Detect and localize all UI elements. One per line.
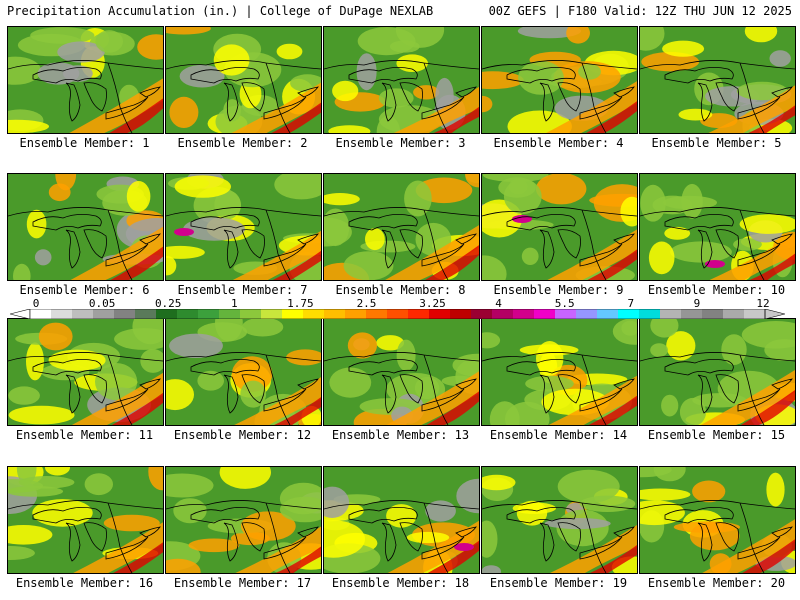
ensemble-map-12 xyxy=(165,318,322,426)
colorbar-swatch xyxy=(198,309,220,319)
ensemble-map-15 xyxy=(639,318,796,426)
colorbar-swatch xyxy=(534,309,556,319)
ensemble-map-7 xyxy=(165,173,322,281)
ensemble-map-17 xyxy=(165,466,322,574)
colorbar-swatch xyxy=(555,309,577,319)
colorbar-swatch xyxy=(576,309,598,319)
colorbar-max-arrow xyxy=(764,309,785,319)
colorbar-swatch xyxy=(429,309,451,319)
ensemble-member-label: Ensemble Member: 11 xyxy=(15,428,154,442)
colorbar-swatch xyxy=(450,309,472,319)
colorbar-tick-label: 3.25 xyxy=(419,297,446,310)
colorbar-swatch xyxy=(30,309,52,319)
ensemble-map-20 xyxy=(639,466,796,574)
ensemble-member-label: Ensemble Member: 6 xyxy=(19,283,150,297)
colorbar-swatch xyxy=(240,309,262,319)
ensemble-member-label: Ensemble Member: 16 xyxy=(15,576,154,590)
ensemble-map-2 xyxy=(165,26,322,134)
colorbar-swatch xyxy=(219,309,241,319)
ensemble-member-label: Ensemble Member: 13 xyxy=(331,428,470,442)
ensemble-member-label: Ensemble Member: 20 xyxy=(647,576,786,590)
ensemble-member-label: Ensemble Member: 4 xyxy=(493,136,624,150)
colorbar-swatch xyxy=(303,309,325,319)
colorbar-swatch xyxy=(702,309,724,319)
colorbar xyxy=(10,309,785,319)
colorbar-swatch xyxy=(681,309,703,319)
colorbar-tick-label: 7 xyxy=(627,297,635,310)
colorbar-swatch xyxy=(156,309,178,319)
ensemble-map-9 xyxy=(481,173,638,281)
ensemble-member-label: Ensemble Member: 17 xyxy=(173,576,312,590)
ensemble-map-19 xyxy=(481,466,638,574)
colorbar-swatch xyxy=(660,309,682,319)
ensemble-member-label: Ensemble Member: 18 xyxy=(331,576,470,590)
colorbar-tick-label: 0.05 xyxy=(88,297,116,310)
ensemble-member-label: Ensemble Member: 19 xyxy=(489,576,628,590)
colorbar-swatch xyxy=(492,309,514,319)
colorbar-swatch xyxy=(51,309,73,319)
colorbar-tick-label: 4 xyxy=(495,297,502,310)
colorbar-swatch xyxy=(471,309,493,319)
colorbar-swatch xyxy=(261,309,283,319)
map-title: Precipitation Accumulation (in.) | Colle… xyxy=(7,4,434,18)
ensemble-map-3 xyxy=(323,26,480,134)
colorbar-swatch xyxy=(618,309,640,319)
colorbar-swatch xyxy=(387,309,409,319)
colorbar-tick-label: 12 xyxy=(756,297,770,310)
colorbar-min-arrow xyxy=(10,309,31,319)
ensemble-map-13 xyxy=(323,318,480,426)
colorbar-swatch xyxy=(114,309,136,319)
colorbar-tick-label: 1 xyxy=(230,297,238,310)
ensemble-map-11 xyxy=(7,318,164,426)
colorbar-tick-label: 9 xyxy=(693,297,701,310)
colorbar-swatch xyxy=(639,309,661,319)
ensemble-member-label: Ensemble Member: 3 xyxy=(335,136,466,150)
colorbar-tick-label: 2.5 xyxy=(356,297,377,310)
ensemble-member-label: Ensemble Member: 5 xyxy=(651,136,782,150)
colorbar-tick-label: 0 xyxy=(32,297,40,310)
ensemble-member-label: Ensemble Member: 15 xyxy=(647,428,786,442)
colorbar-tick-label: 1.75 xyxy=(287,297,314,310)
colorbar-swatch xyxy=(324,309,346,319)
ensemble-member-label: Ensemble Member: 9 xyxy=(493,283,624,297)
colorbar-tick-label: 5.5 xyxy=(554,297,575,310)
ensemble-member-label: Ensemble Member: 7 xyxy=(177,283,308,297)
model-run-info: 00Z GEFS | F180 Valid: 12Z THU JUN 12 20… xyxy=(488,4,792,18)
ensemble-member-label: Ensemble Member: 10 xyxy=(647,283,786,297)
colorbar-swatch xyxy=(408,309,430,319)
colorbar-swatch xyxy=(93,309,115,319)
ensemble-map-10 xyxy=(639,173,796,281)
ensemble-member-label: Ensemble Member: 2 xyxy=(177,136,308,150)
colorbar-swatch xyxy=(345,309,367,319)
colorbar-swatch xyxy=(513,309,535,319)
colorbar-swatch xyxy=(282,309,304,319)
colorbar-swatch xyxy=(597,309,619,319)
ensemble-map-18 xyxy=(323,466,480,574)
colorbar-swatch xyxy=(723,309,745,319)
colorbar-tick-label: 0.25 xyxy=(154,297,182,310)
ensemble-map-8 xyxy=(323,173,480,281)
colorbar-swatch xyxy=(135,309,157,319)
ensemble-map-5 xyxy=(639,26,796,134)
ensemble-map-4 xyxy=(481,26,638,134)
ensemble-map-14 xyxy=(481,318,638,426)
colorbar-swatch xyxy=(177,309,199,319)
colorbar-swatch xyxy=(72,309,94,319)
ensemble-map-16 xyxy=(7,466,164,574)
ensemble-map-6 xyxy=(7,173,164,281)
colorbar-swatch xyxy=(744,309,766,319)
ensemble-member-label: Ensemble Member: 14 xyxy=(489,428,628,442)
colorbar-swatch xyxy=(366,309,388,319)
ensemble-member-label: Ensemble Member: 1 xyxy=(19,136,150,150)
ensemble-map-1 xyxy=(7,26,164,134)
ensemble-member-label: Ensemble Member: 12 xyxy=(173,428,312,442)
ensemble-member-label: Ensemble Member: 8 xyxy=(335,283,466,297)
